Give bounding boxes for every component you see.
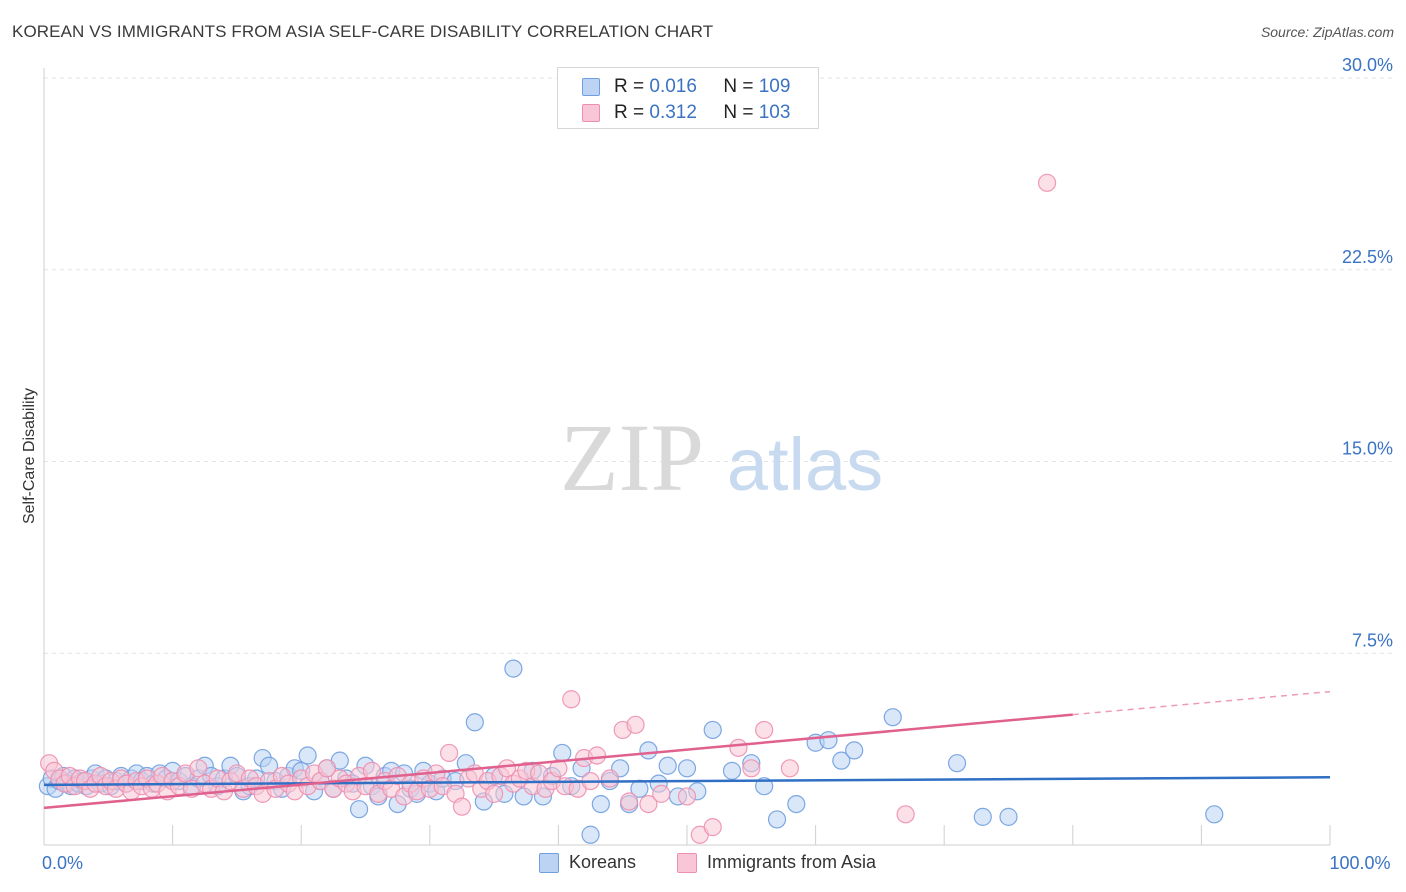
immigrant-point bbox=[620, 792, 639, 811]
x-tick-label: 100.0% bbox=[1329, 853, 1390, 873]
korean-point bbox=[755, 777, 774, 796]
legend-swatch-koreans bbox=[582, 78, 600, 96]
immigrant-point bbox=[600, 769, 619, 788]
bottom-legend-label-koreans: Koreans bbox=[569, 852, 637, 872]
immigrant-point bbox=[703, 818, 722, 837]
immigrant-point bbox=[497, 759, 517, 778]
legend-r-label: R = bbox=[614, 102, 645, 123]
korean-point bbox=[703, 720, 722, 740]
legend-n-value: 109 bbox=[758, 76, 791, 97]
immigrant-point bbox=[729, 738, 748, 757]
korean-point bbox=[767, 810, 787, 829]
axes bbox=[43, 68, 1331, 846]
grid-lines bbox=[44, 77, 1392, 654]
watermark: ZIP atlas bbox=[560, 404, 883, 511]
chart-title: KOREAN VS IMMIGRANTS FROM ASIA SELF-CARE… bbox=[12, 22, 714, 41]
immigrant-point bbox=[755, 720, 774, 740]
legend-n-label: N = bbox=[723, 76, 754, 97]
korean-point bbox=[658, 756, 677, 775]
korean-point bbox=[465, 713, 484, 732]
korean-point bbox=[349, 800, 369, 819]
bottom-legend-swatch-immigrants bbox=[677, 853, 697, 873]
immigrant-trend-extension bbox=[1072, 690, 1331, 716]
immigrant-point bbox=[452, 797, 472, 816]
chart-source: Source: ZipAtlas.com bbox=[1260, 24, 1394, 40]
tick-labels: 7.5% 15.0% 22.5% 30.0% 0.0% 100.0% bbox=[42, 55, 1393, 873]
watermark-atlas: atlas bbox=[727, 423, 883, 506]
legend-r-value: 0.312 bbox=[649, 102, 697, 123]
bottom-legend-label-immigrants: Immigrants from Asia bbox=[707, 852, 877, 872]
korean-point bbox=[845, 741, 864, 760]
korean-point bbox=[832, 751, 851, 770]
korean-point bbox=[591, 794, 610, 814]
korean-point bbox=[947, 754, 967, 773]
legend-swatch-immigrants bbox=[582, 104, 600, 122]
immigrant-point bbox=[652, 784, 671, 803]
immigrant-point bbox=[562, 690, 581, 709]
y-tick-label: 15.0% bbox=[1342, 439, 1393, 459]
korean-trend-line bbox=[43, 775, 1331, 787]
korean-point bbox=[1205, 805, 1224, 824]
korean-point bbox=[553, 743, 572, 763]
y-tick-label: 7.5% bbox=[1352, 630, 1393, 650]
immigrant-point bbox=[485, 784, 504, 803]
immigrant-point bbox=[639, 794, 658, 814]
watermark-zip: ZIP bbox=[560, 404, 704, 511]
korean-point bbox=[787, 794, 806, 814]
immigrant-point bbox=[742, 759, 761, 778]
y-tick-label: 22.5% bbox=[1342, 247, 1393, 267]
korean-point bbox=[298, 746, 317, 765]
immigrant-point bbox=[439, 743, 459, 763]
legend-r-label: R = bbox=[614, 76, 645, 97]
x-tick-label: 0.0% bbox=[42, 853, 83, 873]
trend-lines bbox=[43, 690, 1331, 810]
immigrant-point bbox=[896, 805, 915, 824]
korean-point bbox=[883, 708, 902, 727]
immigrant-trend-line bbox=[43, 713, 1073, 810]
korean-point bbox=[581, 825, 600, 844]
data-points bbox=[38, 173, 1224, 844]
legend-n-value: 103 bbox=[758, 102, 791, 123]
immigrant-point bbox=[780, 759, 799, 778]
immigrant-point bbox=[1037, 173, 1057, 192]
korean-point bbox=[722, 761, 742, 780]
immigrant-point bbox=[626, 715, 645, 734]
korean-point bbox=[819, 731, 838, 750]
legend-n-label: N = bbox=[723, 102, 754, 123]
bottom-legend-swatch-koreans bbox=[539, 853, 559, 873]
immigrant-point bbox=[587, 746, 607, 765]
y-axis-label: Self-Care Disability bbox=[21, 388, 38, 524]
immigrant-point bbox=[189, 759, 208, 778]
immigrant-point bbox=[317, 759, 337, 778]
legend-r-value: 0.016 bbox=[649, 76, 697, 97]
korean-point bbox=[999, 807, 1018, 826]
immigrant-point bbox=[677, 787, 697, 806]
korean-point bbox=[973, 807, 992, 826]
y-tick-label: 30.0% bbox=[1342, 55, 1393, 75]
korean-point bbox=[677, 759, 697, 778]
correlation-legend: R = 0.016 N = 109 R = 0.312 N = 103 bbox=[557, 67, 819, 129]
korean-point bbox=[504, 659, 523, 678]
immigrant-point bbox=[549, 759, 568, 778]
korean-point bbox=[639, 741, 658, 760]
